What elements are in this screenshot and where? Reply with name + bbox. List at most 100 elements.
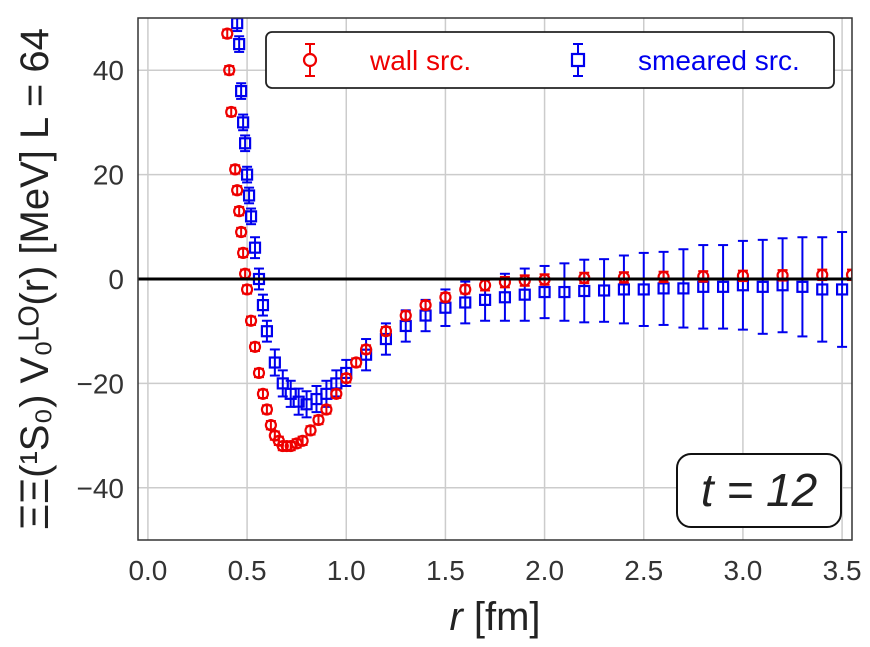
annotation-box: t = 12 — [676, 453, 842, 528]
data-point — [256, 387, 270, 400]
data-point — [268, 348, 281, 377]
data-point — [276, 369, 289, 398]
x-axis-unit: [fm] — [463, 595, 541, 639]
marker-circle — [244, 314, 258, 327]
plot-area-frame — [137, 17, 853, 541]
legend-entry-smeared-src — [570, 43, 586, 77]
x-tick-label: 0.0 — [128, 555, 167, 586]
data-point — [240, 165, 254, 184]
data-point — [229, 163, 242, 176]
data-point — [617, 271, 631, 284]
marker-square — [256, 299, 270, 312]
data-point — [260, 403, 274, 416]
legend-label-smeared-src: smeared src. — [638, 45, 800, 76]
marker-circle — [312, 413, 325, 427]
data-point — [359, 343, 373, 356]
marker-square — [239, 137, 252, 150]
marker-square — [268, 356, 281, 369]
data-point — [716, 244, 730, 330]
marker-circle — [320, 403, 333, 416]
data-point — [237, 246, 250, 259]
marker-circle — [252, 366, 266, 380]
legend-entry-wall-src — [302, 43, 318, 77]
marker-square — [260, 325, 274, 338]
marker-square — [597, 284, 611, 297]
data-point — [330, 387, 343, 400]
x-tick-label: 3.0 — [723, 555, 762, 586]
data-point — [225, 105, 238, 119]
marker-square — [538, 285, 551, 299]
y-axis-title: ΞΞ(¹S₀) V₀ᴸᴼ(r) [MeV] L = 64 — [13, 28, 57, 530]
marker-square — [558, 285, 571, 299]
marker-square — [617, 283, 631, 296]
marker-circle — [657, 270, 670, 284]
marker-circle — [256, 387, 270, 400]
data-point — [796, 236, 809, 338]
marker-square — [244, 210, 258, 223]
marker-circle — [296, 434, 309, 447]
marker-circle — [221, 27, 234, 40]
data-point — [223, 64, 236, 77]
marker-square — [756, 280, 769, 293]
data-point — [264, 419, 277, 432]
data-point — [439, 291, 452, 304]
marker-square — [235, 84, 248, 98]
data-point — [233, 35, 246, 53]
marker-square — [835, 283, 849, 296]
marker-circle — [235, 225, 248, 239]
y-tick-label: −40 — [77, 473, 125, 504]
marker-circle — [231, 184, 244, 197]
data-point — [637, 251, 650, 327]
data-point — [292, 387, 305, 416]
marker-square — [240, 168, 254, 181]
marker-circle — [459, 283, 472, 296]
data-point — [459, 283, 472, 296]
x-tick-label: 2.0 — [525, 555, 564, 586]
marker-circle — [419, 299, 432, 312]
data-point — [558, 262, 571, 322]
data-point — [379, 325, 393, 338]
legend-marker-circle — [302, 52, 318, 68]
data-point — [239, 134, 252, 153]
data-point — [617, 254, 631, 325]
y-tick-label: 20 — [93, 160, 124, 191]
data-point — [233, 205, 246, 218]
marker-square — [657, 282, 670, 295]
data-point — [300, 390, 313, 419]
marker-circle — [359, 343, 373, 356]
marker-circle — [237, 246, 250, 259]
marker-circle — [330, 387, 343, 400]
data-point — [240, 283, 254, 296]
data-point — [518, 274, 531, 287]
marker-circle — [304, 424, 317, 437]
marker-circle — [248, 340, 262, 353]
data-point — [260, 319, 274, 343]
marker-circle — [264, 419, 277, 432]
data-point — [776, 237, 789, 334]
y-tick-label: 0 — [108, 264, 124, 295]
marker-circle — [223, 64, 236, 77]
data-point — [399, 309, 412, 322]
y-tick-label: −20 — [77, 368, 125, 399]
marker-circle — [736, 269, 750, 282]
marker-circle — [240, 283, 254, 296]
marker-square — [478, 293, 492, 306]
legend-label-wall-src: wall src. — [369, 45, 471, 76]
y-tick-labels: −40 −20 0 20 40 — [77, 55, 125, 504]
marker-square — [248, 241, 262, 254]
data-point — [248, 340, 262, 353]
marker-square — [284, 387, 297, 400]
data-point — [419, 299, 432, 312]
marker-square — [518, 288, 531, 301]
marker-circle — [518, 274, 531, 287]
marker-circle — [697, 270, 710, 283]
data-point — [248, 236, 262, 260]
data-point — [252, 366, 266, 380]
marker-square — [498, 291, 512, 304]
marker-circle — [225, 105, 238, 119]
marker-square — [233, 37, 246, 51]
marker-circle — [350, 356, 363, 369]
marker-square — [459, 296, 472, 309]
data-point — [697, 270, 710, 283]
